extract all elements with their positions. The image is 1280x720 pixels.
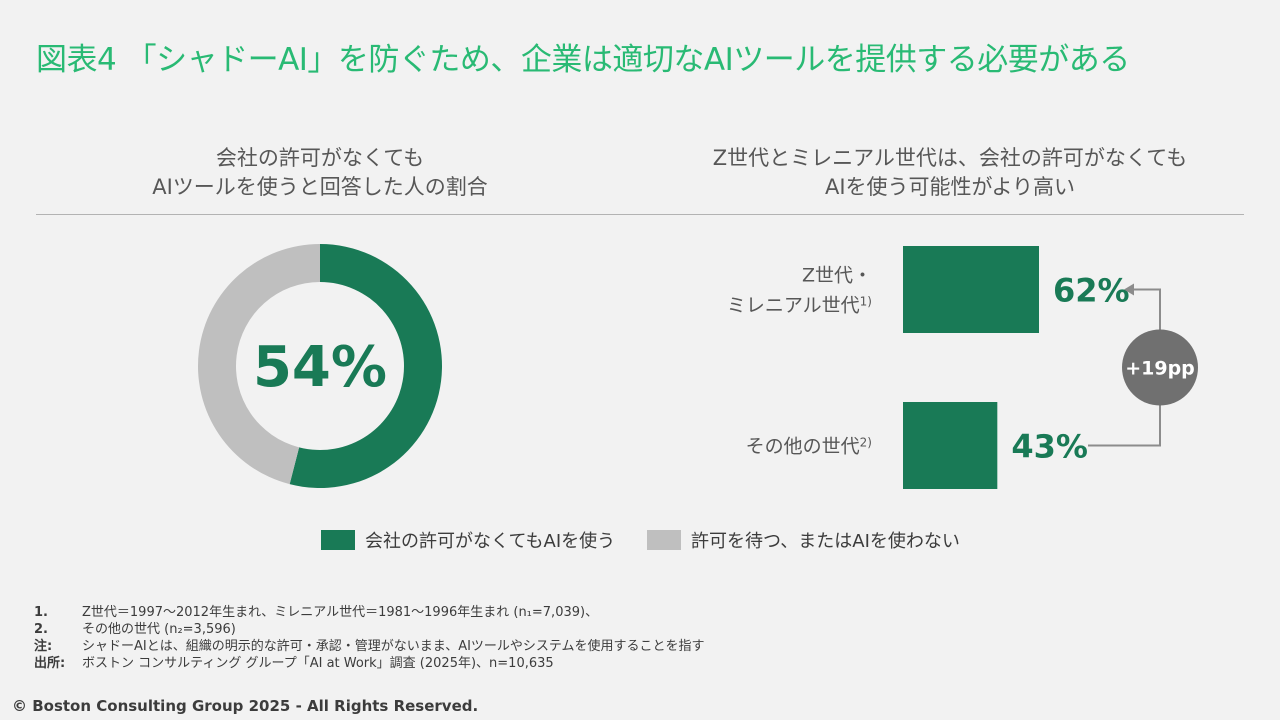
donut-slice: [289, 244, 443, 488]
bar-category-label: Z世代・: [802, 265, 872, 287]
footnote-text: シャドーAIとは、組織の明示的な許可・承認・管理がないまま、AIツールやシステム…: [82, 639, 705, 654]
footnotes: 1. Z世代＝1997～2012年生まれ、ミレニアル世代＝1981～1996年生…: [34, 604, 705, 672]
footnote-text: Z世代＝1997～2012年生まれ、ミレニアル世代＝1981～1996年生まれ …: [82, 605, 599, 620]
bar-value-label: 62%: [1053, 272, 1130, 310]
donut-heading-line2: AIツールを使うと回答した人の割合: [152, 175, 488, 199]
footnote-mark: 1): [860, 295, 872, 309]
difference-label: +19pp: [1125, 358, 1195, 380]
bar-heading: Z世代とミレニアル世代は、会社の許可がなくても AIを使う可能性がより高い: [650, 144, 1250, 202]
copyright: © Boston Consulting Group 2025 - All Rig…: [12, 697, 479, 715]
page-title: 図表4 「シャドーAI」を防ぐため、企業は適切なAIツールを提供する必要がある: [36, 42, 1130, 78]
bar: [903, 402, 998, 489]
footnote-row: 2. その他の世代 (n₂=3,596): [34, 621, 705, 638]
bar-category-label: その他の世代2): [746, 436, 872, 458]
bar-heading-line1: Z世代とミレニアル世代は、会社の許可がなくても: [712, 146, 1188, 170]
donut-heading-line1: 会社の許可がなくても: [215, 146, 425, 170]
bar-value-label: 43%: [1011, 428, 1088, 466]
footnote-row: 出所: ボストン コンサルティング グループ「AI at Work」調査 (20…: [34, 655, 705, 672]
footnote-key: 出所:: [34, 656, 66, 671]
footnote-key: 2.: [34, 622, 48, 637]
donut-heading: 会社の許可がなくても AIツールを使うと回答した人の割合: [120, 144, 520, 202]
bar-heading-line2: AIを使う可能性がより高い: [824, 175, 1076, 199]
legend-label-used: 会社の許可がなくてもAIを使う: [365, 531, 616, 552]
footnote-key: 注:: [34, 639, 53, 654]
legend-swatch-not-used: [647, 530, 681, 550]
difference-badge: [1122, 329, 1198, 406]
donut-slice: [198, 244, 320, 485]
legend-label-not-used: 許可を待つ、またはAIを使わない: [691, 531, 960, 552]
bar-category-label: ミレニアル世代1): [727, 295, 872, 317]
legend-item-used: 会社の許可がなくてもAIを使う: [321, 527, 615, 553]
footnote-row: 注: シャドーAIとは、組織の明示的な許可・承認・管理がないまま、AIツールやシ…: [34, 638, 705, 655]
footnote-text: その他の世代 (n₂=3,596): [82, 622, 236, 637]
arrow-head-icon: [1124, 283, 1134, 296]
footnote-row: 1. Z世代＝1997～2012年生まれ、ミレニアル世代＝1981～1996年生…: [34, 604, 705, 621]
footnote-text: ボストン コンサルティング グループ「AI at Work」調査 (2025年)…: [82, 656, 554, 671]
donut-center-label: 54%: [253, 335, 387, 400]
bar: [903, 246, 1039, 333]
legend-swatch-used: [321, 530, 355, 550]
divider-line: [36, 214, 1244, 215]
legend-item-not-used: 許可を待つ、またはAIを使わない: [647, 527, 960, 553]
footnote-mark: 2): [860, 436, 872, 450]
footnote-key: 1.: [34, 605, 48, 620]
